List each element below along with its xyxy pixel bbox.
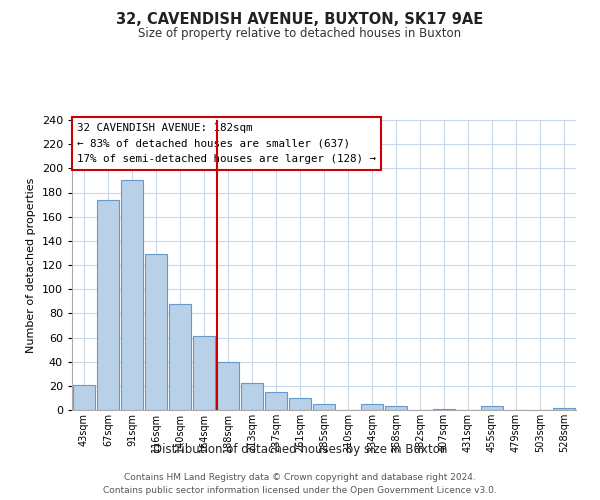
Text: Contains public sector information licensed under the Open Government Licence v3: Contains public sector information licen… (103, 486, 497, 495)
Y-axis label: Number of detached properties: Number of detached properties (26, 178, 36, 352)
Bar (73, 384, 95, 410)
Text: Distribution of detached houses by size in Buxton: Distribution of detached houses by size … (153, 442, 447, 456)
Bar (481, 406, 503, 410)
Text: 32, CAVENDISH AVENUE, BUXTON, SK17 9AE: 32, CAVENDISH AVENUE, BUXTON, SK17 9AE (116, 12, 484, 28)
Text: Size of property relative to detached houses in Buxton: Size of property relative to detached ho… (139, 28, 461, 40)
Bar (433, 409, 455, 410)
Bar (145, 254, 167, 410)
Bar (385, 406, 407, 410)
Text: Contains HM Land Registry data © Crown copyright and database right 2024.: Contains HM Land Registry data © Crown c… (124, 472, 476, 482)
Bar (289, 398, 311, 410)
Bar (121, 180, 143, 410)
Bar (553, 408, 575, 410)
Bar (169, 304, 191, 410)
Bar (217, 362, 239, 410)
Bar (97, 200, 119, 410)
Bar (241, 384, 263, 410)
Bar (313, 404, 335, 410)
Text: 32 CAVENDISH AVENUE: 182sqm
← 83% of detached houses are smaller (637)
17% of se: 32 CAVENDISH AVENUE: 182sqm ← 83% of det… (77, 123, 376, 164)
Bar (193, 336, 215, 410)
Bar (361, 404, 383, 410)
Bar (265, 392, 287, 410)
